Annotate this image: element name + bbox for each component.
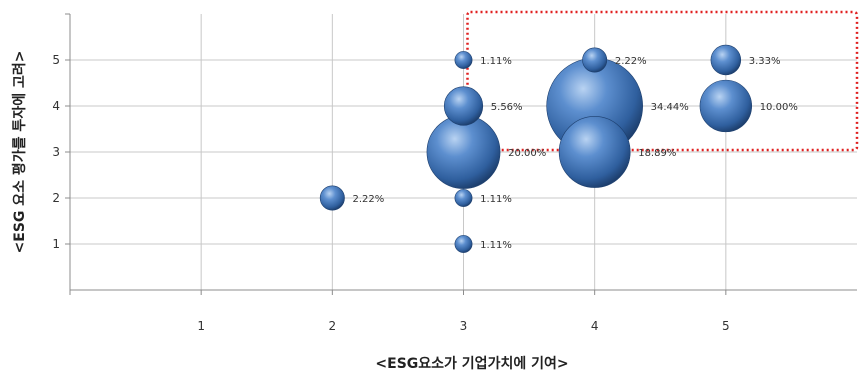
y-tick-label-1: 1 — [52, 237, 60, 251]
data-label-3-1: 1.11% — [480, 240, 512, 251]
bubble-3-1 — [454, 235, 473, 253]
highlight-region — [466, 10, 859, 152]
bubble-3-4 — [443, 86, 484, 126]
data-label-4-4: 34.44% — [651, 102, 689, 113]
x-tick-label-5: 5 — [722, 319, 730, 333]
x-tick-label-2: 2 — [329, 319, 337, 333]
data-label-2-2: 2.22% — [353, 194, 385, 205]
y-tick-label-4: 4 — [52, 99, 60, 113]
y-tick-label-2: 2 — [52, 191, 60, 205]
bubble-4-3 — [558, 116, 631, 188]
data-label-3-4: 5.56% — [491, 102, 523, 113]
x-tick-label-4: 4 — [591, 319, 599, 333]
tick-labels: 1 2 3 4 5 1 2 3 4 5 — [52, 53, 729, 333]
highlight-box — [466, 10, 859, 152]
bubble-3-3 — [426, 115, 501, 189]
bubble-3-2 — [454, 189, 473, 207]
data-label-3-3: 20.00% — [508, 148, 546, 159]
x-axis-title: <ESG요소가 기업가치에 기여> — [375, 355, 568, 372]
bubble-5-5 — [710, 44, 742, 76]
bubble-4-5 — [582, 47, 608, 73]
bubbles — [319, 44, 752, 253]
axes — [65, 13, 857, 295]
data-labels: 34.44% 20.00% 18.89% 10.00% 5.56% 3.33% 2.22% 2… — [353, 56, 798, 251]
y-tick-label-3: 3 — [52, 145, 60, 159]
data-label-3-2: 1.11% — [480, 194, 512, 205]
y-axis-title: <ESG 요소 평가를 투자에 고려> — [11, 51, 28, 254]
data-label-5-4: 10.00% — [760, 102, 798, 113]
bubble-3-5 — [454, 51, 473, 69]
y-tick-label-5: 5 — [52, 53, 60, 67]
data-label-3-5: 1.11% — [480, 56, 512, 67]
x-tick-label-1: 1 — [197, 319, 205, 333]
data-label-4-3: 18.89% — [638, 148, 676, 159]
bubble-5-4 — [699, 79, 752, 133]
x-tick-label-3: 3 — [460, 319, 468, 333]
data-label-5-5: 3.33% — [749, 56, 781, 67]
data-label-4-5: 2.22% — [615, 56, 647, 67]
bubble-2-2 — [319, 185, 345, 211]
